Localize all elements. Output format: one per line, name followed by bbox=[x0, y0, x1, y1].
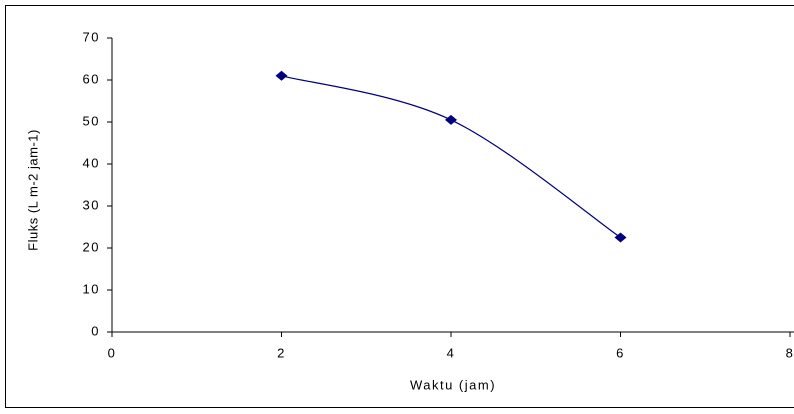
x-tick-label: 4 bbox=[447, 345, 456, 360]
y-tick-label: 10 bbox=[83, 281, 100, 296]
y-tick-label: 70 bbox=[83, 29, 100, 44]
y-tick-label: 0 bbox=[91, 323, 100, 338]
x-tick-label: 8 bbox=[786, 345, 794, 360]
data-point bbox=[614, 232, 627, 243]
x-tick-label: 2 bbox=[277, 345, 286, 360]
y-axis-label: Fluks (L m-2 jam-1) bbox=[25, 129, 40, 251]
series-line bbox=[281, 75, 621, 238]
x-tick-label: 6 bbox=[616, 345, 625, 360]
data-point bbox=[445, 114, 457, 125]
y-tick-label: 30 bbox=[83, 197, 100, 212]
y-tick-label: 40 bbox=[83, 155, 100, 170]
y-tick-label: 20 bbox=[83, 239, 100, 254]
chart-frame bbox=[5, 5, 794, 408]
y-tick-label: 50 bbox=[83, 113, 100, 128]
data-point bbox=[275, 70, 288, 81]
x-axis-label: Waktu (jam) bbox=[410, 377, 496, 392]
y-tick-label: 60 bbox=[83, 71, 100, 86]
x-tick-label: 0 bbox=[108, 345, 117, 360]
